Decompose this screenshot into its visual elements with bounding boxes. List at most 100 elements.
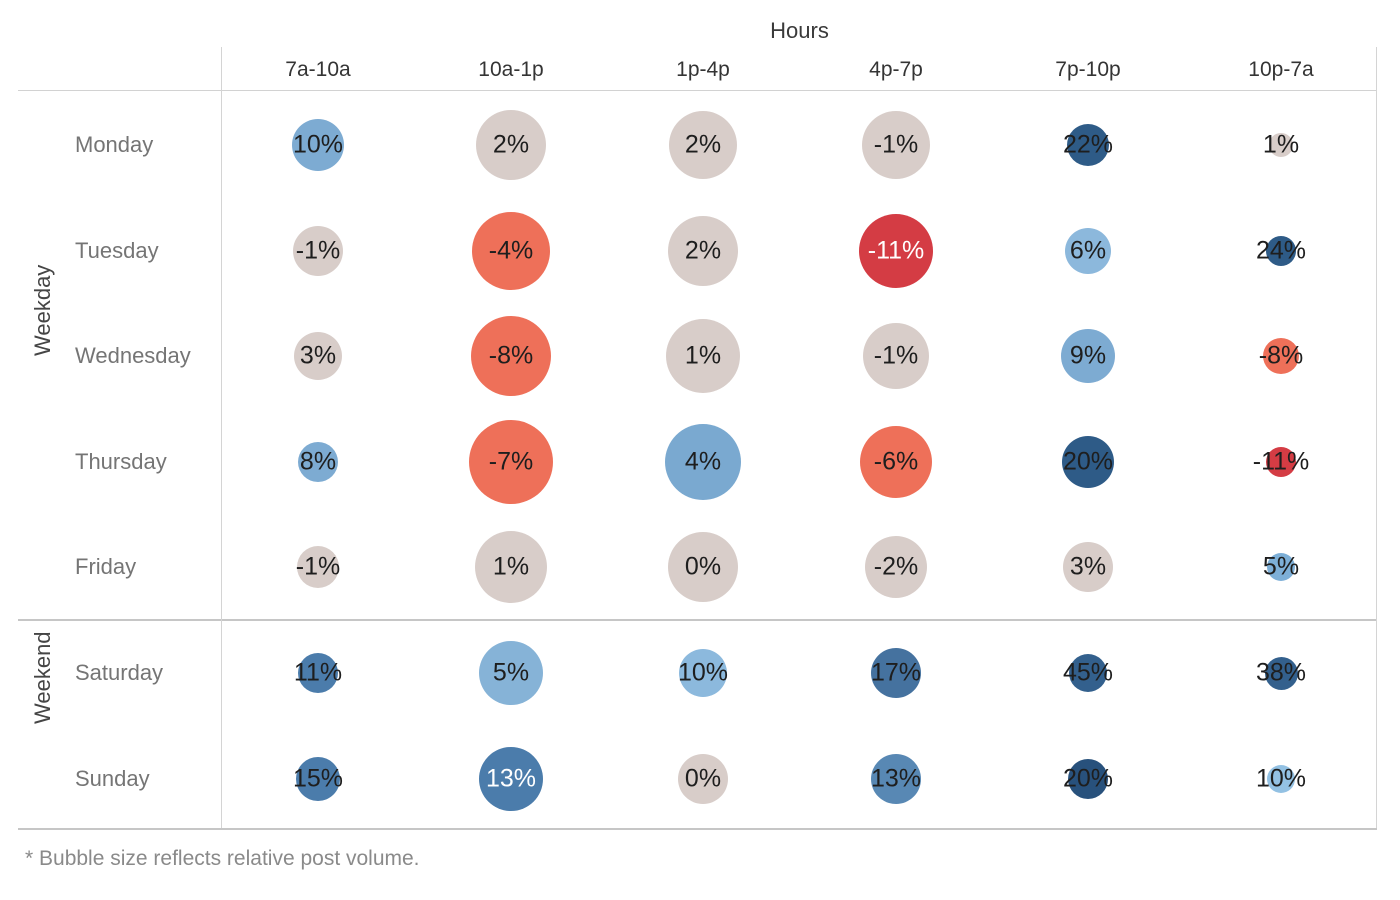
bubble-value-label: 17% xyxy=(870,658,922,687)
row-label-saturday: Saturday xyxy=(75,660,164,685)
bubble-value-label: 3% xyxy=(1069,552,1107,581)
bubble-mark[interactable] xyxy=(862,111,930,179)
footnote: * Bubble size reflects relative post vol… xyxy=(25,847,420,870)
bubble-mark[interactable] xyxy=(1267,765,1295,793)
bubble-mark[interactable] xyxy=(479,641,543,705)
bubble-value-label: 10% xyxy=(292,130,344,159)
bubble-mark[interactable] xyxy=(1069,654,1107,692)
bubble-value-label: 13% xyxy=(485,764,537,793)
bubble-value-label: 22% xyxy=(1062,130,1114,159)
bubble-value-label: 0% xyxy=(684,552,722,581)
bubble-mark[interactable] xyxy=(665,424,741,500)
bubble-mark[interactable] xyxy=(472,212,550,290)
right-border-line xyxy=(1376,47,1377,828)
bubble-value-label: 15% xyxy=(292,764,344,793)
bubble-value-label: 38% xyxy=(1255,658,1307,687)
bubble-value-label: 2% xyxy=(684,130,722,159)
column-header-7p-10p: 7p-10p xyxy=(1055,58,1121,81)
bubble-value-label: 11% xyxy=(293,658,343,687)
bubble-value-label: 4% xyxy=(684,447,722,476)
bubble-mark[interactable] xyxy=(860,426,932,498)
bubble-mark[interactable] xyxy=(1266,236,1296,266)
bubble-value-label: 45% xyxy=(1062,658,1114,687)
bubble-value-label: 5% xyxy=(1262,552,1300,581)
bubble-value-label: -1% xyxy=(873,130,919,159)
bubble-mark[interactable] xyxy=(1263,338,1299,374)
bubble-mark[interactable] xyxy=(669,111,737,179)
bubble-mark[interactable] xyxy=(293,226,343,276)
bubble-mark[interactable] xyxy=(1266,447,1296,477)
bubble-value-label: 20% xyxy=(1062,764,1114,793)
bubble-mark[interactable] xyxy=(668,532,738,602)
bubble-mark[interactable] xyxy=(1067,124,1109,166)
row-label-sunday: Sunday xyxy=(75,766,150,791)
bubble-mark[interactable] xyxy=(1062,436,1114,488)
bubble-value-label: 24% xyxy=(1255,236,1307,265)
bubble-mark[interactable] xyxy=(475,531,547,603)
bubble-mark[interactable] xyxy=(479,747,543,811)
bubble-mark[interactable] xyxy=(471,316,551,396)
bubble-mark[interactable] xyxy=(668,216,738,286)
column-header-1p-4p: 1p-4p xyxy=(676,58,730,81)
row-label-wednesday: Wednesday xyxy=(75,343,191,368)
column-header-10a-1p: 10a-1p xyxy=(478,58,544,81)
bubble-mark[interactable] xyxy=(865,536,927,598)
bubble-mark[interactable] xyxy=(1063,542,1113,592)
bubble-mark[interactable] xyxy=(666,319,740,393)
header-divider-line xyxy=(18,90,1377,91)
bubble-mark[interactable] xyxy=(1264,656,1298,690)
weekday-weekend-divider-line xyxy=(18,619,1377,621)
row-label-friday: Friday xyxy=(75,554,137,579)
bubble-value-label: 5% xyxy=(492,658,530,687)
bubble-value-label: 1% xyxy=(684,341,722,370)
bubble-value-label: 2% xyxy=(684,236,722,265)
bubble-mark[interactable] xyxy=(1068,759,1108,799)
bubble-value-label: -11% xyxy=(1252,447,1310,476)
bubble-mark[interactable] xyxy=(1061,329,1115,383)
row-label-thursday: Thursday xyxy=(75,449,167,474)
left-axis-line xyxy=(221,47,222,828)
bubble-mark[interactable] xyxy=(469,420,553,504)
bubble-value-label: -11% xyxy=(867,236,925,265)
bubble-value-label: 9% xyxy=(1069,341,1107,370)
bubble-value-label: 6% xyxy=(1069,236,1107,265)
x-axis-title: Hours xyxy=(770,18,829,43)
column-header-7a-10a: 7a-10a xyxy=(285,58,351,81)
bubble-mark[interactable] xyxy=(294,332,342,380)
bubble-value-label: 1% xyxy=(492,552,530,581)
bubble-mark[interactable] xyxy=(292,119,344,171)
bubble-value-label: -6% xyxy=(873,447,919,476)
bubble-mark[interactable] xyxy=(1267,553,1295,581)
column-header-4p-7p: 4p-7p xyxy=(869,58,923,81)
bubble-value-label: 10% xyxy=(1255,764,1307,793)
bubble-value-label: -8% xyxy=(488,341,534,370)
bubble-mark[interactable] xyxy=(297,546,339,588)
bubble-value-label: 3% xyxy=(299,341,337,370)
bubble-mark[interactable] xyxy=(871,648,921,698)
bubble-mark[interactable] xyxy=(476,110,546,180)
bubble-mark[interactable] xyxy=(679,649,727,697)
bubble-mark[interactable] xyxy=(298,442,338,482)
bubble-mark[interactable] xyxy=(863,323,929,389)
bubble-value-label: -7% xyxy=(488,447,534,476)
bubble-mark[interactable] xyxy=(296,757,340,801)
bottom-border-line xyxy=(18,828,1377,830)
bubble-mark[interactable] xyxy=(871,754,921,804)
column-header-10p-7a: 10p-7a xyxy=(1248,58,1314,81)
bubble-mark[interactable] xyxy=(859,214,933,288)
row-label-monday: Monday xyxy=(75,132,154,157)
bubble-value-label: -4% xyxy=(488,236,534,265)
bubble-value-label: 8% xyxy=(299,447,337,476)
bubble-mark[interactable] xyxy=(1065,228,1111,274)
row-label-tuesday: Tuesday xyxy=(75,238,159,263)
bubble-mark[interactable] xyxy=(678,754,728,804)
bubble-value-label: 0% xyxy=(684,764,722,793)
bubble-mark[interactable] xyxy=(1269,133,1293,157)
bubble-value-label: -2% xyxy=(873,552,919,581)
bubble-mark[interactable] xyxy=(298,653,338,693)
bubble-value-label: 1% xyxy=(1262,130,1300,159)
bubble-value-label: -8% xyxy=(1258,341,1304,370)
bubble-value-label: 13% xyxy=(870,764,922,793)
